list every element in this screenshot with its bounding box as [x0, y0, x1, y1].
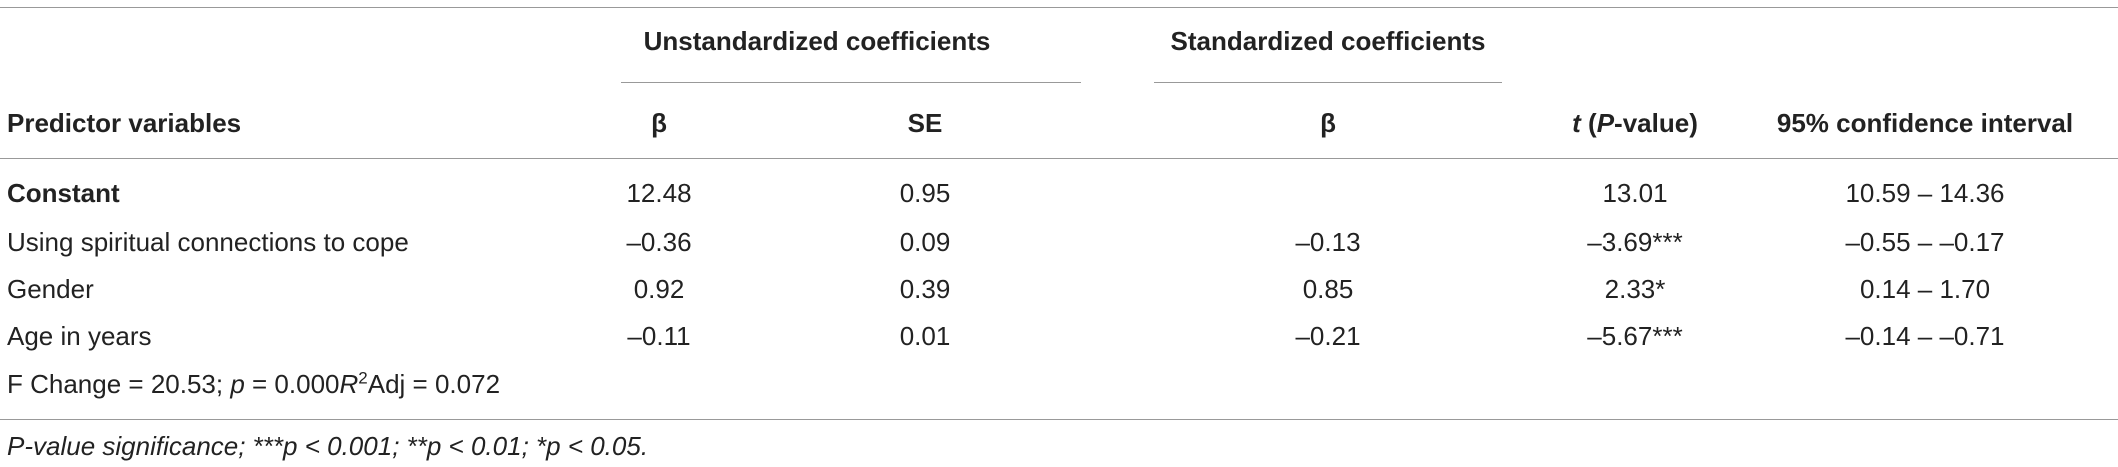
stat-part: R: [339, 369, 359, 399]
cell: –0.36: [626, 227, 692, 257]
cell: 0.85: [1302, 274, 1354, 304]
stat-part: p: [230, 369, 245, 399]
cell: –3.69***: [1587, 227, 1683, 257]
row-label: Age in years: [7, 321, 152, 351]
cell: 0.09: [899, 227, 951, 257]
header-part: (: [1580, 108, 1597, 138]
header-part: -value): [1614, 108, 1698, 138]
row-label: Using spiritual connections to cope: [7, 227, 409, 257]
footnote: P-value significance; ***p < 0.001; **p …: [7, 431, 649, 461]
column-header: Predictor variables: [7, 108, 242, 138]
header-part: t: [1572, 108, 1581, 138]
group-header: Standardized coefficients: [1170, 26, 1486, 56]
cell: –0.21: [1295, 321, 1361, 351]
stat-part: 2: [358, 368, 368, 388]
column-header: β: [1320, 108, 1336, 138]
group-rule: [621, 82, 1081, 83]
footer-rule: [0, 419, 2118, 420]
cell: –0.11: [627, 321, 691, 351]
header-part: P: [1596, 108, 1615, 138]
cell: 0.39: [899, 274, 951, 304]
cell: 0.95: [899, 178, 951, 208]
cell: 2.33*: [1604, 274, 1666, 304]
cell: 12.48: [626, 178, 692, 208]
top-rule: [0, 7, 2118, 8]
cell: 10.59 – 14.36: [1845, 178, 2005, 208]
cell: –0.55 – –0.17: [1845, 227, 2005, 257]
stat-part: F Change = 20.53;: [7, 369, 231, 399]
column-header: β: [651, 108, 667, 138]
cell: 0.92: [633, 274, 685, 304]
group-rule: [1154, 82, 1502, 83]
group-header: Unstandardized coefficients: [643, 26, 991, 56]
header-rule: [0, 158, 2118, 159]
cell: –0.14 – –0.71: [1845, 321, 2005, 351]
stat-part: = 0.000: [244, 369, 340, 399]
stat-part: Adj = 0.072: [367, 369, 501, 399]
cell: 13.01: [1602, 178, 1668, 208]
cell: –0.13: [1295, 227, 1361, 257]
cell: 0.14 – 1.70: [1859, 274, 1991, 304]
model-stats: F Change = 20.53; p = 0.000R2Adj = 0.072: [7, 369, 500, 399]
row-label: Gender: [7, 274, 94, 304]
cell: 0.01: [899, 321, 951, 351]
row-label: Constant: [7, 178, 120, 208]
column-header: t (P-value): [1572, 108, 1698, 138]
column-header: SE: [907, 108, 943, 138]
cell: –5.67***: [1587, 321, 1683, 351]
column-header: 95% confidence interval: [1776, 108, 2074, 138]
